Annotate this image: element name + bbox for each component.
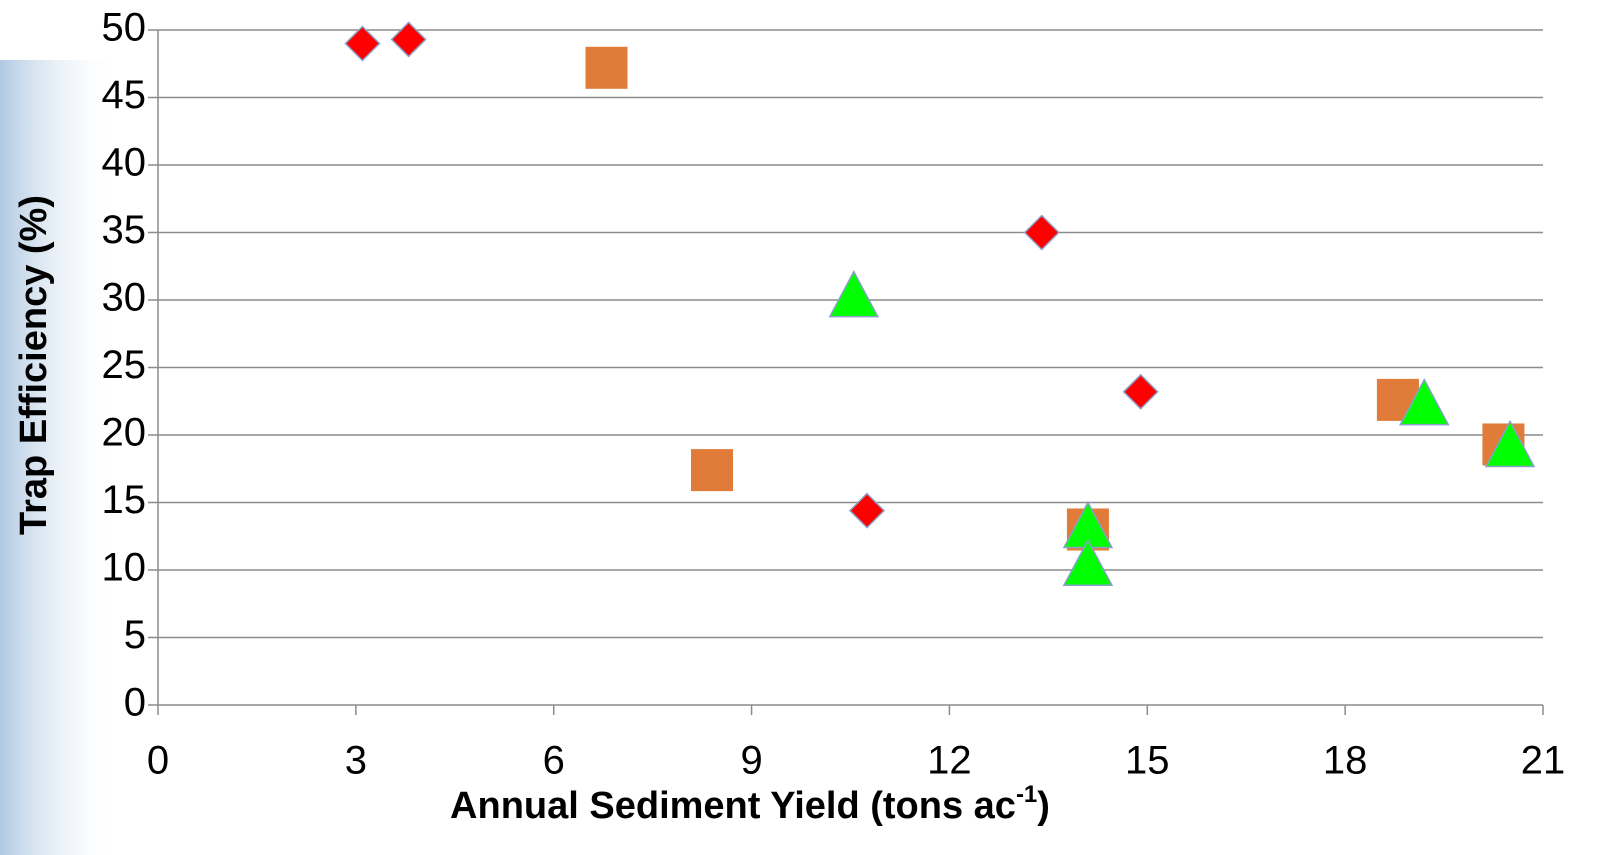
diamond-point bbox=[1124, 375, 1158, 409]
square-point bbox=[691, 449, 733, 491]
y-tick-label: 0 bbox=[124, 681, 146, 725]
x-tick-label: 21 bbox=[1521, 739, 1566, 783]
x-tick-label: 6 bbox=[543, 739, 565, 783]
x-tick-label: 15 bbox=[1125, 739, 1170, 783]
x-tick-label: 12 bbox=[927, 739, 972, 783]
x-axis-label-end: ) bbox=[1037, 785, 1050, 827]
x-tick-label: 9 bbox=[740, 739, 762, 783]
diamond-point bbox=[392, 22, 426, 56]
diamond-point bbox=[1025, 216, 1059, 250]
x-tick-label: 0 bbox=[147, 739, 169, 783]
y-axis-label: Trap Efficiency (%) bbox=[13, 195, 55, 535]
x-axis-label-sup: -1 bbox=[1016, 781, 1037, 808]
y-tick-label: 40 bbox=[102, 141, 147, 185]
y-tick-label: 10 bbox=[102, 546, 147, 590]
square-point bbox=[585, 47, 627, 89]
y-tick-label: 45 bbox=[102, 73, 147, 117]
diamond-point bbox=[850, 494, 884, 528]
y-tick-label: 5 bbox=[124, 613, 146, 657]
x-tick-label: 18 bbox=[1323, 739, 1368, 783]
y-tick-label: 30 bbox=[102, 276, 147, 320]
y-tick-label: 50 bbox=[102, 6, 147, 50]
triangle-point bbox=[830, 272, 878, 317]
y-tick-label: 35 bbox=[102, 208, 147, 252]
y-tick-label: 20 bbox=[102, 411, 147, 455]
x-axis-label: Annual Sediment Yield (tons ac-1) bbox=[450, 781, 1050, 827]
x-tick-label: 3 bbox=[345, 739, 367, 783]
diamond-point bbox=[345, 27, 379, 61]
chart: Trap Efficiency (%) Annual Sediment Yiel… bbox=[0, 0, 1608, 855]
y-tick-label: 15 bbox=[102, 478, 147, 522]
y-tick-label: 25 bbox=[102, 343, 147, 387]
x-axis-label-main: Annual Sediment Yield (tons ac bbox=[450, 785, 1016, 827]
